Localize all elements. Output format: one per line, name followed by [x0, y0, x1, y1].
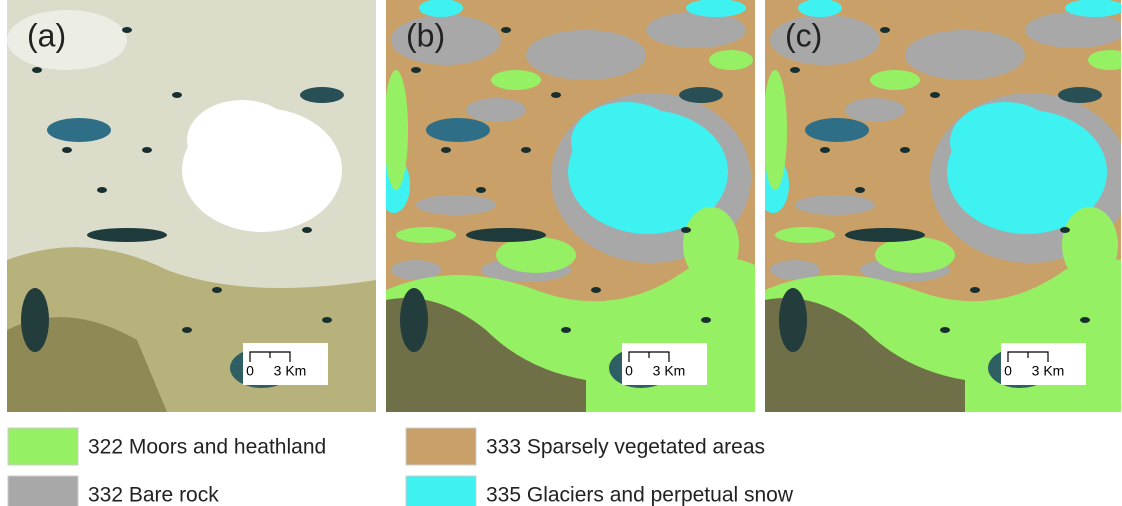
lake: [790, 67, 800, 73]
lake: [182, 327, 192, 333]
panel-label: (a): [27, 17, 66, 53]
legend-swatch: [8, 428, 78, 465]
scale-label: 0: [246, 363, 254, 379]
moors: [683, 207, 739, 283]
lake: [476, 187, 486, 193]
bare-rock: [416, 195, 496, 215]
lake: [970, 287, 980, 293]
lake: [21, 288, 49, 352]
moors: [870, 70, 920, 90]
lake: [411, 67, 421, 73]
lake: [900, 147, 910, 153]
moors: [496, 237, 576, 273]
lake: [779, 288, 807, 352]
lake: [426, 118, 490, 142]
lake: [32, 67, 42, 73]
lake: [820, 147, 830, 153]
moors: [775, 227, 835, 243]
scale-label: 3 Km: [274, 363, 307, 379]
scale-label: 3 Km: [1032, 363, 1065, 379]
glacier: [187, 100, 297, 180]
lake: [501, 27, 511, 33]
legend-swatch: [406, 476, 476, 506]
lake: [805, 118, 869, 142]
bare-rock: [466, 98, 526, 122]
lake: [1060, 227, 1070, 233]
bare-rock: [795, 195, 875, 215]
lake: [930, 92, 940, 98]
legend-label: 333 Sparsely vegetated areas: [486, 436, 765, 459]
lake: [172, 92, 182, 98]
moors: [491, 70, 541, 90]
lake: [551, 92, 561, 98]
glacier: [571, 102, 681, 182]
figure: (a) 0 3 Km (b) 0 3 Km (c) 0 3 Km 322 Moors and he…: [0, 0, 1122, 506]
lake: [855, 187, 865, 193]
lake: [441, 147, 451, 153]
moors: [875, 237, 955, 273]
lake: [142, 147, 152, 153]
map-panel: (c) 0 3 Km: [757, 0, 1122, 412]
glacier: [950, 102, 1060, 182]
bare-rock: [526, 30, 646, 80]
panel-label: (c): [785, 17, 822, 53]
lake: [1058, 87, 1102, 103]
legend-label: 322 Moors and heathland: [88, 436, 326, 459]
lake: [880, 27, 890, 33]
bare-rock: [905, 30, 1025, 80]
lake: [466, 228, 546, 242]
moors: [763, 70, 787, 190]
map-panel: (b) 0 3 Km: [378, 0, 755, 412]
legend-swatch: [406, 428, 476, 465]
lake: [322, 317, 332, 323]
lake: [300, 87, 344, 103]
lake: [97, 187, 107, 193]
moors: [384, 70, 408, 190]
moors: [396, 227, 456, 243]
lake: [591, 287, 601, 293]
lake: [845, 228, 925, 242]
scale-label: 0: [625, 363, 633, 379]
moors: [1062, 207, 1118, 283]
lake: [212, 287, 222, 293]
scale-label: 3 Km: [653, 363, 686, 379]
bare-rock: [646, 12, 746, 48]
lake: [87, 228, 167, 242]
lake: [302, 227, 312, 233]
lake: [561, 327, 571, 333]
lake: [122, 27, 132, 33]
legend-label: 332 Bare rock: [88, 484, 219, 506]
legend-swatch: [8, 476, 78, 506]
moors: [709, 50, 753, 70]
lake: [521, 147, 531, 153]
map-panel: (a) 0 3 Km: [7, 0, 376, 412]
lake: [47, 118, 111, 142]
snow: [7, 10, 127, 70]
panel-label: (b): [406, 17, 445, 53]
bare-rock: [1025, 12, 1122, 48]
lake: [701, 317, 711, 323]
lake: [1080, 317, 1090, 323]
scale-label: 0: [1004, 363, 1012, 379]
lake: [679, 87, 723, 103]
legend-label: 335 Glaciers and perpetual snow: [486, 484, 794, 506]
lake: [940, 327, 950, 333]
lake: [400, 288, 428, 352]
lake: [62, 147, 72, 153]
bare-rock: [845, 98, 905, 122]
lake: [681, 227, 691, 233]
